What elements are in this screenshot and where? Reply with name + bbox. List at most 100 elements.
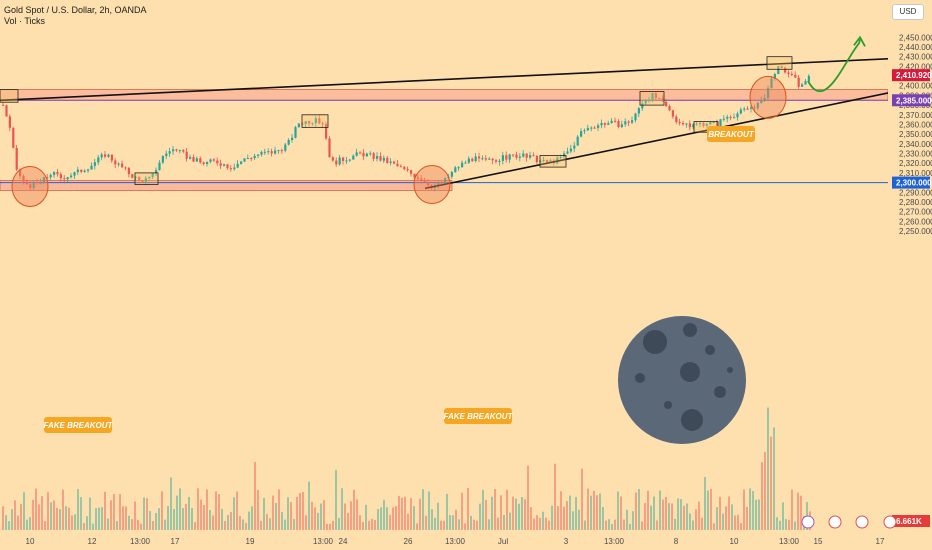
candle [733,117,736,119]
candle [790,74,793,76]
time-tick-label: 10 [730,537,739,546]
candle [80,169,83,172]
volume-bar [719,496,721,530]
highlight-box [0,89,19,103]
volume-bar [473,519,475,530]
candle [274,150,277,154]
candle [124,167,127,169]
candle [178,150,181,152]
volume-bar [500,495,502,530]
volume-bar [551,505,553,530]
candle [403,166,406,170]
volume-bar [569,495,571,530]
candle [807,75,810,82]
volume-bar [230,512,232,530]
volume-bar [455,509,457,530]
fake-breakout-2-label: FAKE BREAKOUT [444,412,514,421]
volume-bar [797,492,799,530]
volume-bar [695,509,697,530]
currency-button[interactable]: USD [892,4,924,20]
candle [542,159,545,161]
candle [144,178,147,183]
candle [70,175,73,178]
volume-bar [563,506,565,530]
volume-bar [227,514,229,530]
volume-bar [482,489,484,530]
volume-bar [326,523,328,530]
volume-bar [200,499,202,530]
volume-bar [731,504,733,530]
candle [15,147,18,170]
volume-bar [518,503,520,530]
candle [518,156,521,158]
volume-bar [590,495,592,530]
candle [352,155,355,160]
volume-bar [791,489,793,530]
candle [134,176,137,178]
price-tick-label: 2,270.000 [899,208,932,217]
candle [63,178,66,180]
volume-bar [464,523,466,530]
price-tick-label: 2,330.000 [899,150,932,159]
candle [586,127,589,131]
candle [321,123,324,125]
volume-bar [581,468,583,530]
volume-bar [539,517,541,530]
volume-bar [398,495,400,530]
candle [444,178,447,184]
candle [49,174,52,178]
volume-bar [161,491,163,530]
candle [705,124,708,126]
candle [121,163,124,168]
volume-bar [260,520,262,530]
moon-crater [727,367,733,373]
candle [287,140,290,145]
candle [42,177,45,183]
volume-bar [197,488,199,530]
volume-bar [440,520,442,530]
candle [464,162,467,164]
candle [294,127,297,138]
candle [379,156,382,161]
candle [127,167,130,175]
volume-bar [479,503,481,530]
volume-bar [632,511,634,530]
candle [372,153,375,159]
fake-breakout-1-box [44,417,112,433]
volume-bar [488,519,490,530]
price-tick-label: 2,450.000 [899,33,932,42]
volume-bar [233,497,235,530]
volume-bar [404,496,406,530]
candle [522,153,525,157]
volume-bar [344,503,346,530]
volume-bar [368,520,370,530]
volume-bar [341,488,343,530]
price-tick-label: 2,360.000 [899,120,932,129]
event-icon [828,515,842,529]
candle [661,98,664,102]
candle [440,182,443,184]
volume-bar [446,493,448,530]
volume-bar [239,515,241,530]
volume-bar [95,508,97,530]
volume-bar [314,507,316,530]
volume-bar [779,520,781,530]
volume-bar [80,497,82,530]
time-tick-label: 13:00 [779,537,800,546]
volume-bar [527,465,529,530]
volume-bar [158,508,160,530]
candle [226,164,229,169]
volume-bar [293,518,295,530]
price-tick-label: 2,320.000 [899,159,932,168]
volume-bar [650,505,652,530]
volume-bar [467,488,469,530]
candle [508,154,511,160]
candle [801,84,804,87]
highlight-box [766,56,793,70]
volume-bar [59,509,61,530]
volume-bar [221,508,223,530]
candle [22,176,25,182]
volume-bar [653,496,655,530]
